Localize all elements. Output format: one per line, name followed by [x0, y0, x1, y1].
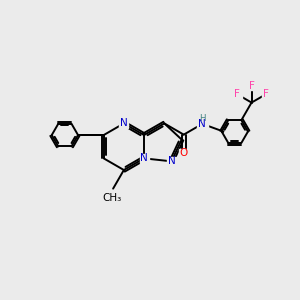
Bar — [233, 90, 242, 98]
Text: N: N — [199, 119, 206, 129]
Bar — [262, 90, 270, 98]
Bar — [140, 154, 148, 163]
Text: F: F — [263, 89, 269, 99]
Text: F: F — [249, 81, 254, 91]
Text: H: H — [199, 114, 206, 123]
Bar — [179, 149, 188, 158]
Bar — [248, 82, 256, 90]
Bar — [119, 119, 128, 128]
Bar — [197, 118, 208, 130]
Text: N: N — [120, 118, 128, 128]
Text: N: N — [168, 156, 176, 166]
Bar — [167, 157, 176, 166]
Text: CH₃: CH₃ — [102, 193, 121, 203]
Text: N: N — [140, 153, 148, 164]
Text: O: O — [180, 148, 188, 158]
Text: F: F — [234, 89, 240, 99]
